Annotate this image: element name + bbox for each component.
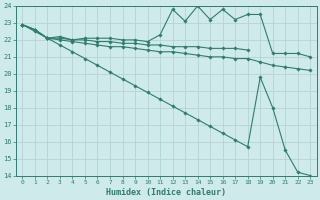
X-axis label: Humidex (Indice chaleur): Humidex (Indice chaleur) [106, 188, 226, 197]
